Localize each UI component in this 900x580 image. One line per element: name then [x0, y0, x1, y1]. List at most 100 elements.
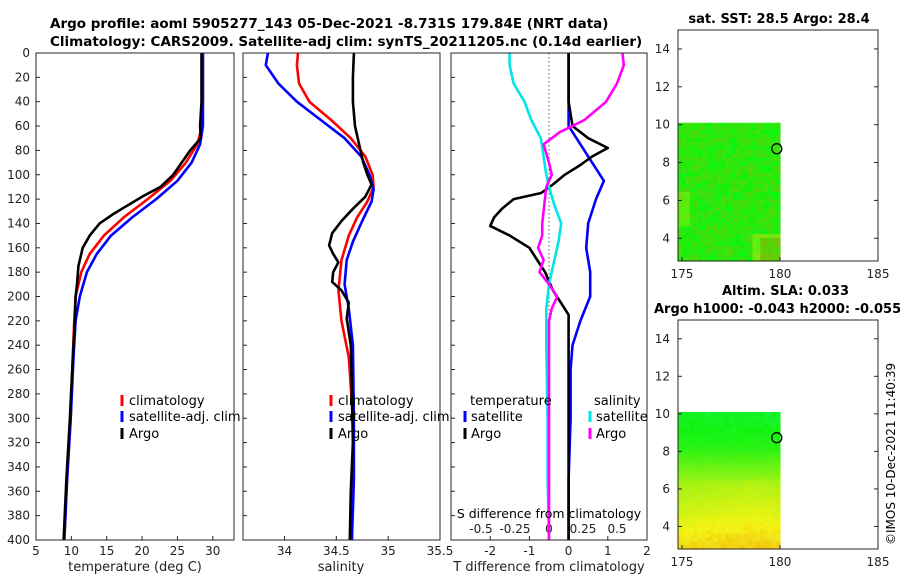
heatmap-cell — [768, 491, 773, 497]
heatmap-cell — [768, 507, 773, 512]
heatmap-cell — [681, 172, 687, 178]
heatmap-cell — [709, 218, 714, 224]
y-tick-label: 140 — [7, 216, 30, 230]
sla-map-title: Altim. SLA: 0.033 — [722, 284, 849, 299]
heatmap-cell — [744, 469, 750, 474]
heatmap-cell — [772, 211, 777, 216]
heatmap-cell — [772, 453, 777, 459]
heatmap-cell — [728, 249, 734, 254]
heatmap-cell — [740, 218, 746, 224]
heatmap-cell — [768, 141, 773, 147]
heatmap-cell — [740, 522, 746, 527]
heatmap-cell — [756, 122, 761, 128]
heatmap-cell — [744, 188, 750, 193]
heatmap-cell — [709, 510, 714, 516]
heatmap-cell — [736, 199, 742, 205]
heatmap-cell — [768, 495, 773, 501]
heatmap-cell — [685, 203, 691, 208]
heatmap-cell — [728, 191, 734, 197]
heatmap-cell — [725, 514, 730, 520]
heatmap-cell — [752, 161, 758, 166]
heatmap-cell — [736, 469, 742, 474]
y-tick-label: 360 — [7, 484, 30, 498]
heatmap-cell — [776, 491, 781, 497]
heatmap-cell — [713, 222, 718, 228]
heatmap-cell — [721, 145, 726, 151]
heatmap-cell — [776, 476, 781, 482]
heatmap-cell — [744, 434, 750, 440]
heatmap-cell — [776, 172, 781, 178]
heatmap-cell — [768, 199, 773, 205]
heatmap-cell — [709, 207, 714, 212]
heatmap-cell — [705, 423, 710, 428]
heatmap-cell — [760, 122, 765, 128]
heatmap-cell — [744, 126, 750, 132]
heatmap-cell — [697, 469, 703, 474]
x-tick-label: 2 — [643, 544, 651, 558]
heatmap-cell — [732, 495, 738, 501]
heatmap-cell — [768, 130, 773, 135]
heatmap-cell — [736, 457, 742, 463]
heatmap-cell — [732, 438, 738, 444]
heatmap-cell — [752, 245, 758, 251]
y-tick-label: 14 — [655, 332, 670, 346]
heatmap-cell — [776, 438, 781, 444]
heatmap-cell — [764, 545, 769, 550]
heatmap-cell — [756, 442, 761, 447]
heatmap-cell — [752, 488, 758, 493]
heatmap-cell — [752, 211, 758, 216]
heatmap-cell — [748, 419, 754, 424]
heatmap-cell — [721, 484, 726, 489]
heatmap-cell — [689, 126, 695, 132]
heatmap-cell — [752, 457, 758, 463]
heatmap-cell — [732, 427, 738, 432]
heatmap-cell — [685, 130, 691, 135]
heatmap-cell — [705, 442, 710, 447]
heatmap-cell — [756, 507, 761, 512]
heatmap-cell — [678, 172, 683, 178]
heatmap-cell — [717, 191, 722, 197]
heatmap-cell — [689, 188, 695, 193]
legend-label-argo: Argo — [338, 427, 368, 442]
heatmap-cell — [776, 241, 781, 247]
heatmap-cell — [689, 442, 695, 447]
heatmap-cell — [697, 461, 703, 466]
heatmap-cell — [756, 491, 761, 497]
heatmap-cell — [689, 168, 695, 174]
heatmap-cell — [748, 237, 754, 243]
heatmap-cell — [681, 461, 687, 466]
heatmap-cell — [776, 442, 781, 447]
heatmap-cell — [752, 195, 758, 201]
heatmap-cell — [713, 469, 718, 474]
heatmap-cell — [681, 122, 687, 128]
heatmap-cell — [717, 141, 722, 147]
heatmap-cell — [681, 245, 687, 251]
y-tick-label: 180 — [7, 265, 30, 279]
heatmap-cell — [772, 191, 777, 197]
heatmap-cell — [681, 457, 687, 463]
heatmap-cell — [705, 130, 710, 135]
heatmap-cell — [728, 165, 734, 170]
heatmap-cell — [772, 203, 777, 208]
heatmap-cell — [736, 431, 742, 436]
heatmap-cell — [768, 419, 773, 424]
heatmap-cell — [717, 145, 722, 151]
heatmap-cell — [725, 245, 730, 251]
heatmap-cell — [717, 499, 722, 504]
heatmap-cell — [744, 472, 750, 478]
heatmap-cell — [685, 157, 691, 162]
heatmap-cell — [717, 253, 722, 258]
heatmap-cell — [768, 165, 773, 170]
series-line-climatology — [295, 52, 375, 541]
heatmap-cell — [693, 237, 699, 243]
heatmap-cell — [744, 249, 750, 254]
y-tick-label: 120 — [7, 192, 30, 206]
heatmap-cell — [744, 545, 750, 550]
heatmap-cell — [689, 249, 695, 254]
heatmap-cell — [689, 157, 695, 162]
y-tick-label: 280 — [7, 387, 30, 401]
heatmap-cell — [725, 495, 730, 501]
heatmap-cell — [685, 149, 691, 155]
heatmap-cell — [760, 184, 765, 189]
heatmap-cell — [721, 518, 726, 523]
